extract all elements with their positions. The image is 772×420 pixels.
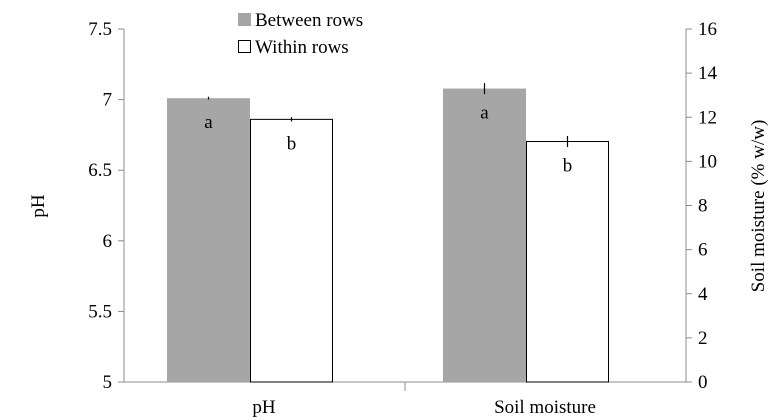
y-right-tick-label: 16 <box>698 19 717 40</box>
significance-letter: a <box>204 112 213 133</box>
y-right-tick-label: 2 <box>698 328 708 349</box>
y-left-ticks: 5 5.5 6 6.5 7 7.5 <box>88 19 124 393</box>
y-left-tick-label: 6.5 <box>88 160 112 181</box>
significance-letter: b <box>563 156 573 177</box>
y-left-axis-title: pH <box>28 194 49 218</box>
significance-letter: b <box>287 133 297 154</box>
y-left-tick-label: 5.5 <box>88 301 112 322</box>
legend-swatch-between-rows <box>238 13 251 26</box>
y-right-tick-label: 10 <box>698 151 717 172</box>
y-right-axis-title: Soil moisture (% w/w) <box>748 120 769 293</box>
y-left-tick-label: 7 <box>103 90 113 111</box>
x-category-label-soil-moisture: Soil moisture <box>494 397 596 418</box>
legend-label-within-rows: Within rows <box>255 37 349 58</box>
y-right-ticks: 0 2 4 6 8 10 12 14 16 <box>686 19 718 393</box>
y-right-tick-label: 8 <box>698 196 708 217</box>
legend-swatch-within-rows <box>238 40 251 53</box>
y-left-tick-label: 5 <box>103 372 113 393</box>
x-category-label-ph: pH <box>252 397 276 418</box>
bars: a b a b <box>167 83 609 383</box>
bar-soil-moisture-between-rows <box>443 88 526 382</box>
y-left-tick-label: 6 <box>103 231 113 252</box>
y-right-tick-label: 6 <box>698 240 708 261</box>
y-left-tick-label: 7.5 <box>88 19 112 40</box>
legend: Between rows Within rows <box>238 10 363 58</box>
bar-ph-between-rows <box>167 98 250 383</box>
significance-letter: a <box>480 103 489 124</box>
y-right-tick-label: 14 <box>698 63 718 84</box>
y-right-tick-label: 12 <box>698 107 717 128</box>
y-right-tick-label: 0 <box>698 372 708 393</box>
y-right-tick-label: 4 <box>698 284 708 305</box>
bar-soil-moisture-within-rows <box>526 141 609 383</box>
legend-label-between-rows: Between rows <box>255 10 363 31</box>
bar-ph-within-rows <box>250 118 333 383</box>
